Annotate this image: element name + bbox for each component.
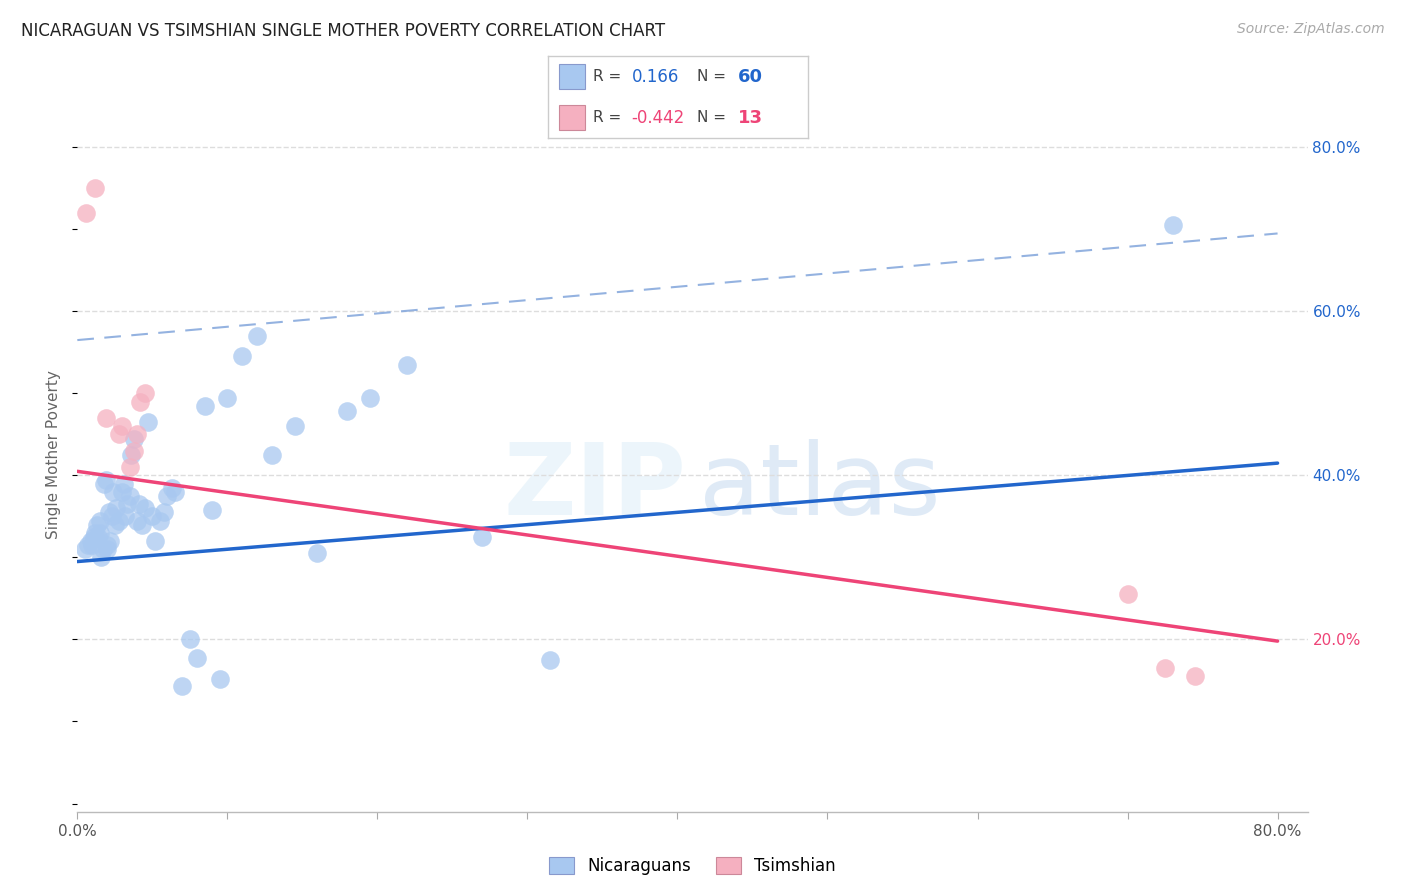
Text: R =: R = bbox=[592, 111, 626, 125]
Point bbox=[217, 391, 239, 405]
Point bbox=[73, 542, 96, 557]
Point bbox=[80, 534, 103, 549]
Text: 13: 13 bbox=[738, 109, 763, 127]
Point bbox=[118, 489, 141, 503]
Point bbox=[120, 448, 142, 462]
Point bbox=[96, 542, 118, 557]
Point bbox=[89, 514, 111, 528]
Point bbox=[1161, 219, 1184, 233]
Point bbox=[112, 476, 135, 491]
Point bbox=[127, 427, 149, 442]
Point bbox=[141, 509, 163, 524]
Point bbox=[396, 358, 419, 372]
Point bbox=[129, 394, 152, 409]
Point bbox=[94, 473, 117, 487]
Point bbox=[359, 391, 381, 405]
Point bbox=[83, 530, 105, 544]
Bar bbox=[558, 64, 585, 89]
Point bbox=[127, 514, 149, 528]
Point bbox=[75, 206, 97, 220]
Point bbox=[118, 460, 141, 475]
Point bbox=[134, 386, 156, 401]
Text: N =: N = bbox=[696, 111, 725, 125]
Point bbox=[105, 501, 128, 516]
Point bbox=[111, 484, 134, 499]
Point bbox=[231, 350, 253, 364]
Point bbox=[115, 497, 138, 511]
Point bbox=[156, 489, 179, 503]
Text: 60: 60 bbox=[738, 68, 763, 86]
Point bbox=[89, 525, 111, 540]
Text: N =: N = bbox=[696, 70, 725, 84]
Legend: Nicaraguans, Tsimshian: Nicaraguans, Tsimshian bbox=[543, 850, 842, 882]
Point bbox=[76, 538, 98, 552]
Point bbox=[208, 672, 231, 686]
Point bbox=[172, 679, 194, 693]
Point bbox=[201, 503, 224, 517]
Point bbox=[114, 509, 136, 524]
Point bbox=[134, 501, 156, 516]
Point bbox=[131, 517, 153, 532]
Point bbox=[1154, 661, 1177, 675]
Text: Source: ZipAtlas.com: Source: ZipAtlas.com bbox=[1237, 22, 1385, 37]
Point bbox=[103, 484, 125, 499]
Point bbox=[246, 329, 269, 343]
Point bbox=[1184, 669, 1206, 683]
Point bbox=[97, 505, 120, 519]
Point bbox=[104, 517, 127, 532]
Point bbox=[143, 534, 166, 549]
Point bbox=[336, 404, 359, 418]
Point bbox=[284, 419, 307, 434]
Point bbox=[307, 546, 329, 560]
Point bbox=[86, 517, 108, 532]
Point bbox=[160, 481, 183, 495]
Text: atlas: atlas bbox=[699, 439, 941, 535]
Point bbox=[153, 505, 176, 519]
Point bbox=[186, 650, 208, 665]
Point bbox=[98, 534, 121, 549]
Point bbox=[124, 443, 146, 458]
Point bbox=[96, 538, 118, 552]
Point bbox=[93, 476, 115, 491]
Point bbox=[84, 525, 107, 540]
Point bbox=[471, 530, 494, 544]
Point bbox=[1116, 587, 1139, 601]
Point bbox=[94, 411, 117, 425]
Point bbox=[84, 181, 107, 195]
Text: R =: R = bbox=[592, 70, 626, 84]
Point bbox=[82, 538, 104, 552]
Point bbox=[90, 550, 112, 565]
Point bbox=[179, 632, 201, 647]
Bar bbox=[558, 105, 585, 130]
Point bbox=[149, 514, 172, 528]
Point bbox=[108, 427, 131, 442]
Point bbox=[111, 419, 134, 434]
Point bbox=[108, 514, 131, 528]
Point bbox=[163, 484, 186, 499]
Point bbox=[124, 432, 146, 446]
Text: -0.442: -0.442 bbox=[631, 109, 685, 127]
Point bbox=[101, 509, 124, 524]
Text: ZIP: ZIP bbox=[503, 439, 686, 535]
Point bbox=[136, 415, 159, 429]
Text: 0.166: 0.166 bbox=[631, 68, 679, 86]
Point bbox=[87, 530, 110, 544]
Text: NICARAGUAN VS TSIMSHIAN SINGLE MOTHER POVERTY CORRELATION CHART: NICARAGUAN VS TSIMSHIAN SINGLE MOTHER PO… bbox=[21, 22, 665, 40]
Point bbox=[538, 653, 561, 667]
Point bbox=[262, 448, 284, 462]
Point bbox=[91, 542, 114, 557]
Point bbox=[194, 399, 217, 413]
Y-axis label: Single Mother Poverty: Single Mother Poverty bbox=[46, 370, 62, 540]
Point bbox=[128, 497, 150, 511]
